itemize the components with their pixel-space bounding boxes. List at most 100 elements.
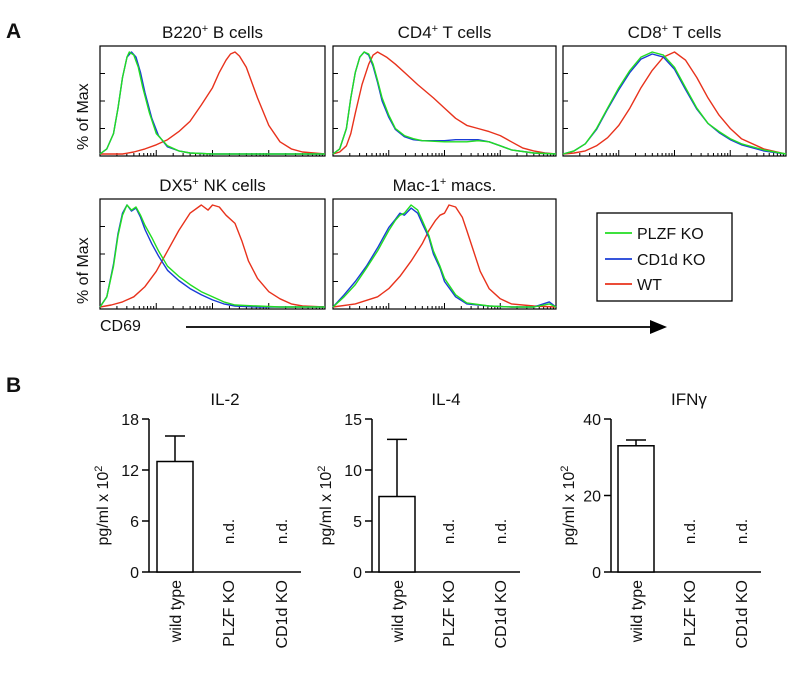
histogram-3: CD8+ T cells <box>562 23 787 157</box>
histogram-4: DX5+ NK cells <box>99 176 326 310</box>
series-cd1d-ko <box>332 51 557 155</box>
legend-label-plzf: PLZF KO <box>637 226 704 243</box>
panel-b-letter: B <box>6 374 21 397</box>
bar-y-label-exp: 2 <box>316 466 328 472</box>
histogram-5: Mac-1+ macs. <box>332 176 557 310</box>
bar-category-label: PLZF KO <box>441 580 458 647</box>
legend-label-wt: WT <box>637 277 662 294</box>
bar-nd-label: n.d. <box>682 519 699 544</box>
histogram-frame <box>332 198 557 310</box>
histogram-title-rest: NK cells <box>199 176 266 195</box>
bar-chart-title: IFNγ <box>671 390 707 409</box>
bar-wild-type <box>378 495 416 573</box>
bar-wild-type <box>156 460 194 573</box>
histogram-title: CD8+ T cells <box>628 23 722 42</box>
bar-y-label-base: pg/ml x 10 <box>95 472 112 546</box>
bar-y-tick-label: 18 <box>121 412 139 429</box>
bar-category-label: PLZF KO <box>682 580 699 647</box>
histogram-frame <box>99 198 326 310</box>
series-plzf-ko <box>99 204 325 308</box>
histogram-title-base: Mac-1 <box>393 176 440 195</box>
bar-y-label: pg/ml x 102 <box>93 466 112 546</box>
bar-wild-type <box>617 445 655 573</box>
bar-chart-title: IL-4 <box>431 390 460 409</box>
hist-row1-y-label: % of Max <box>75 83 92 150</box>
bar-nd-label: n.d. <box>734 519 751 544</box>
histogram-title: B220+ B cells <box>162 23 263 42</box>
series-wt <box>332 51 557 155</box>
series-cd1d-ko <box>99 204 325 308</box>
bar-y-tick-label: 6 <box>130 514 139 531</box>
bar-y-tick-label: 40 <box>583 412 601 429</box>
x-axis-arrow-head <box>650 320 667 334</box>
series-cd1d-ko <box>99 51 325 155</box>
bar-y-label: pg/ml x 102 <box>559 466 578 546</box>
legend: PLZF KO CD1d KO WT <box>596 212 733 302</box>
series-plzf-ko <box>99 51 325 155</box>
bar-y-tick-label: 0 <box>130 565 139 582</box>
series-plzf-ko <box>332 204 557 308</box>
bar-category-label: CD1d KO <box>493 580 510 648</box>
bar-nd-label: n.d. <box>274 519 291 544</box>
series-cd1d-ko <box>332 207 557 308</box>
series-plzf-ko <box>332 51 557 155</box>
histogram-title-rest: macs. <box>446 176 496 195</box>
bar-y-tick-label: 0 <box>353 565 362 582</box>
bar-nd-label: n.d. <box>441 519 458 544</box>
histogram-frame <box>562 45 787 157</box>
bar-category-label: CD1d KO <box>274 580 291 648</box>
series-wt <box>99 204 326 308</box>
bar-y-tick-label: 15 <box>344 412 362 429</box>
bar-category-label: PLZF KO <box>221 580 238 647</box>
histogram-title-sup: + <box>662 23 668 35</box>
histogram-title-rest: B cells <box>208 23 263 42</box>
bar-y-label: pg/ml x 102 <box>316 466 335 546</box>
bar-nd-label: n.d. <box>221 519 238 544</box>
bar-category-label: wild type <box>168 580 185 643</box>
histogram-title-sup: + <box>440 176 446 188</box>
bar-y-tick-label: 0 <box>592 565 601 582</box>
histogram-title-sup: + <box>202 23 208 35</box>
hist-row2-y-label: % of Max <box>75 237 92 304</box>
histogram-title-base: CD4 <box>398 23 432 42</box>
histogram-title-rest: T cells <box>438 23 491 42</box>
histogram-title: CD4+ T cells <box>398 23 492 42</box>
bar-y-tick-label: 20 <box>583 489 601 506</box>
legend-box <box>596 212 733 302</box>
bar-y-label-base: pg/ml x 10 <box>318 472 335 546</box>
histogram-title-sup: + <box>192 176 198 188</box>
bar-y-tick-label: 12 <box>121 463 139 480</box>
bar-y-label-exp: 2 <box>559 466 571 472</box>
hist-x-label: CD69 <box>100 318 141 335</box>
bar-chart-2: IL-4 0 5 10 15 pg/ml x 102 wild type n.d. PLZF K… <box>316 390 520 648</box>
series-wt <box>100 51 326 155</box>
histogram-title-rest: T cells <box>668 23 721 42</box>
bar-chart-3: IFNγ 0 20 40 pg/ml x 102 wild type n.d. PLZF KO… <box>559 390 761 648</box>
bar-nd-label: n.d. <box>493 519 510 544</box>
panel-a-letter: A <box>6 20 21 43</box>
histogram-title-sup: + <box>432 23 438 35</box>
histogram-title-base: DX5 <box>159 176 192 195</box>
bar-y-tick-label: 5 <box>353 514 362 531</box>
series-cd1d-ko <box>562 53 787 155</box>
histogram-title-base: B220 <box>162 23 202 42</box>
histogram-1: B220+ B cells <box>99 23 326 157</box>
series-plzf-ko <box>562 51 787 155</box>
histogram-frame <box>332 45 557 157</box>
histogram-title: DX5+ NK cells <box>159 176 266 195</box>
histogram-title: Mac-1+ macs. <box>393 176 497 195</box>
bar-y-tick-label: 10 <box>344 463 362 480</box>
bar-category-label: wild type <box>629 580 646 643</box>
bar-chart-title: IL-2 <box>210 390 239 409</box>
bar-y-label-exp: 2 <box>93 466 105 472</box>
bar-y-label-base: pg/ml x 10 <box>561 472 578 546</box>
histogram-title-base: CD8 <box>628 23 662 42</box>
bar-category-label: CD1d KO <box>734 580 751 648</box>
histogram-2: CD4+ T cells <box>332 23 557 157</box>
bar-chart-1: IL-2 0 6 12 18 pg/ml x 102 wild type n.d. PLZF K… <box>93 390 301 648</box>
series-wt <box>332 204 557 308</box>
bar-category-label: wild type <box>390 580 407 643</box>
legend-label-cd1d: CD1d KO <box>637 252 705 269</box>
